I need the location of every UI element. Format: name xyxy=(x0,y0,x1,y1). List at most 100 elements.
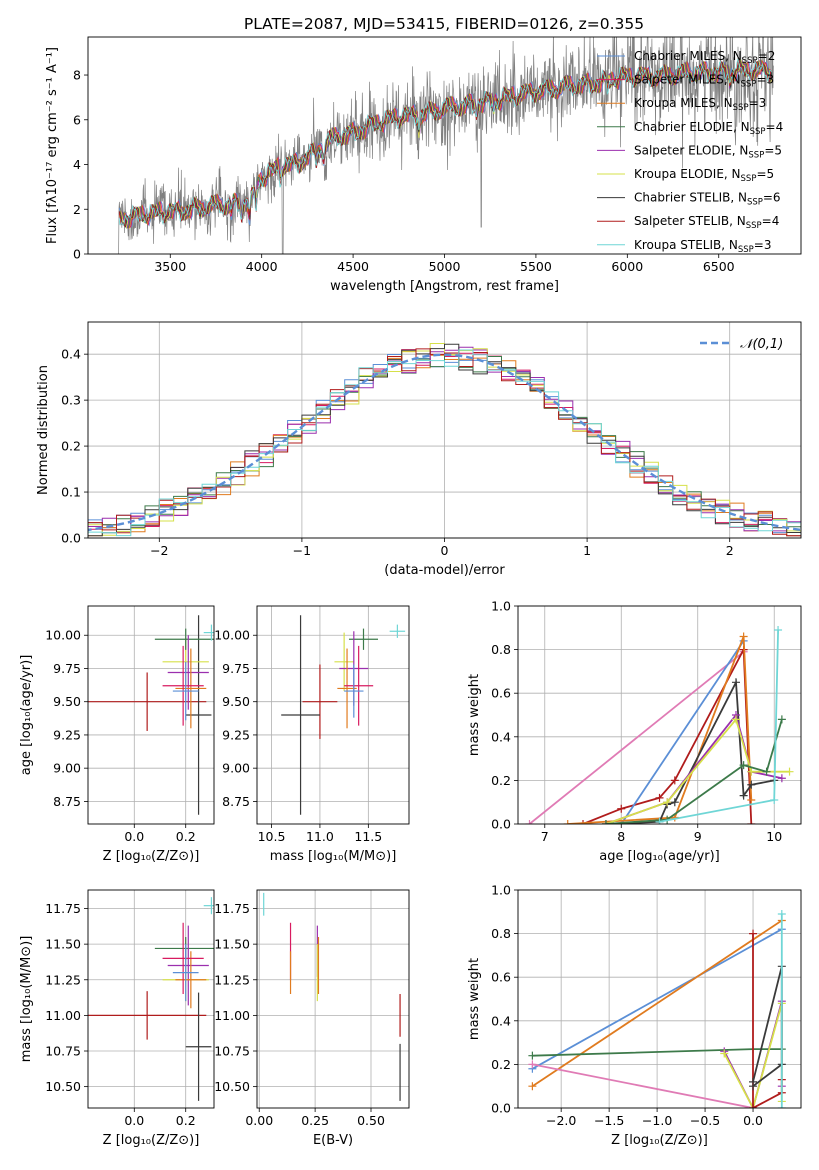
mass-weight-line-kroupa-miles xyxy=(531,919,783,1087)
gridlines xyxy=(257,606,409,824)
y-tick-label: 10.75 xyxy=(214,1044,250,1059)
x-tick-label: 11.0 xyxy=(306,829,334,844)
y-axis-label: mass weight xyxy=(467,958,482,1040)
mass-weight-marker xyxy=(670,776,679,785)
model-spectrum-chabrier-elodie xyxy=(118,58,773,229)
y-tick-label: 0.4 xyxy=(491,1013,511,1028)
mass-weight-line-chabrier-miles xyxy=(531,928,783,1070)
spectrum-panel: 3500 4000 4500 5000 5500 6000 6500 0 2 4 6 8 wavelen… xyxy=(45,36,802,294)
plot-area xyxy=(525,625,794,824)
mass-weight-marker xyxy=(739,632,748,641)
mass-weight-marker xyxy=(777,1104,786,1108)
axes-frame: −2.0 −1.5 −1.0 −0.5 0.0 0.0 0.2 0.4 0.6 0.8 1.0 Z [… xyxy=(467,883,802,1148)
x-axis-label: mass [log₁₀(M/M⊙)] xyxy=(270,849,397,864)
x-tick-label: 0.2 xyxy=(176,829,196,844)
y-tick-label: 11.75 xyxy=(214,901,250,916)
y-tick-label: 9.50 xyxy=(53,694,81,709)
y-tick-label: 0.6 xyxy=(491,686,511,701)
y-tick-label: 0.8 xyxy=(491,642,511,657)
y-axis-label: mass [log₁₀(M/M⊙)] xyxy=(19,936,34,1063)
plot-area xyxy=(263,892,401,1101)
mass-weight-marker xyxy=(777,774,786,783)
x-tick-label: 0.50 xyxy=(357,1113,385,1128)
mass-weight-vs-metallicity-panel: −2.0 −1.5 −1.0 −0.5 0.0 0.0 0.2 0.4 0.6 0.8 1.0 Z [… xyxy=(467,883,802,1148)
y-tick-label: 8.75 xyxy=(53,794,81,809)
legend-label: 𝒩(0,1) xyxy=(740,337,783,352)
y-tick-label: 9.75 xyxy=(53,661,81,676)
axes-border xyxy=(256,889,410,1109)
y-tick-label: 6 xyxy=(73,112,81,127)
y-tick-label: 0.2 xyxy=(61,439,81,454)
mass-weight-line-salpeter-miles xyxy=(532,1063,754,1108)
y-tick-label: 0.3 xyxy=(61,393,81,408)
y-tick-label: 0.8 xyxy=(491,926,511,941)
axes-border xyxy=(87,605,215,825)
x-tick-label: 2 xyxy=(726,543,734,558)
y-tick-label: 0.0 xyxy=(491,1101,511,1116)
y-tick-label: 2 xyxy=(73,202,81,217)
axes-border xyxy=(517,605,802,825)
x-tick-label: 0.00 xyxy=(245,1113,273,1128)
mass-weight-vs-age-panel: 7 8 9 10 0.0 0.2 0.4 0.6 0.8 1.0 age [log₁₀(age/yr… xyxy=(467,599,802,864)
x-tick-label: 4000 xyxy=(246,259,278,274)
mass-weight-line-kroupa-miles xyxy=(567,636,753,824)
axes-border xyxy=(87,889,215,1109)
mass-weight-marker xyxy=(747,820,756,824)
legend-label: Chabrier STELIB, NSSP=6 xyxy=(634,191,781,208)
mass-weight-marker xyxy=(749,1104,758,1108)
axes-frame: 7 8 9 10 0.0 0.2 0.4 0.6 0.8 1.0 age [log₁₀(age/yr… xyxy=(467,599,802,864)
y-tick-label: 10.00 xyxy=(45,628,81,643)
x-tick-label: 6000 xyxy=(611,259,643,274)
x-tick-label: 4500 xyxy=(337,259,369,274)
plot-area xyxy=(528,909,786,1108)
x-tick-label: 0.0 xyxy=(124,1113,144,1128)
y-tick-label: 11.25 xyxy=(45,972,81,987)
x-tick-label: −0.5 xyxy=(690,1113,720,1128)
mass-weight-marker xyxy=(525,820,534,824)
y-tick-label: 11.25 xyxy=(214,972,250,987)
mass-weight-marker xyxy=(655,793,664,802)
legend-label: Kroupa STELIB, NSSP=3 xyxy=(634,238,772,255)
x-axis-label: Z [log₁₀(Z/Z⊙)] xyxy=(103,849,200,864)
x-tick-label: 10 xyxy=(766,829,782,844)
y-tick-label: 1.0 xyxy=(491,883,511,898)
x-axis-label: Z [log₁₀(Z/Z⊙)] xyxy=(103,1133,200,1148)
mass-weight-marker xyxy=(762,767,771,776)
x-tick-label: −1 xyxy=(293,543,311,558)
x-tick-label: 3500 xyxy=(154,259,186,274)
y-tick-label: 10.00 xyxy=(214,628,250,643)
y-tick-label: 10.50 xyxy=(214,1079,250,1094)
x-axis-label: E(B-V) xyxy=(313,1133,353,1148)
mass-weight-marker xyxy=(749,929,758,938)
y-tick-label: 0.2 xyxy=(491,773,511,788)
y-tick-label: 0.2 xyxy=(491,1057,511,1072)
legend-label: Salpeter MILES, NSSP=3 xyxy=(634,73,774,90)
mass-vs-extinction-panel: 0.00 0.25 0.50 10.50 10.75 11.00 11.25 11.50 11.… xyxy=(214,889,410,1148)
plot-area xyxy=(281,615,406,815)
mass-weight-marker xyxy=(770,796,779,805)
figure-title: PLATE=2087, MJD=53415, FIBERID=0126, z=0… xyxy=(244,15,644,33)
legend-label: Kroupa MILES, NSSP=3 xyxy=(634,96,766,113)
y-tick-label: 11.50 xyxy=(45,937,81,952)
legend-label: Kroupa ELODIE, NSSP=5 xyxy=(634,167,774,184)
gridlines xyxy=(88,890,214,1108)
y-axis-label: mass weight xyxy=(467,674,482,756)
observed-spectrum xyxy=(118,37,774,254)
mass-weight-marker xyxy=(747,780,756,789)
x-axis-label: Z [log₁₀(Z/Z⊙)] xyxy=(611,1133,708,1148)
gridlines xyxy=(257,890,409,1108)
y-tick-label: 0 xyxy=(73,247,81,262)
x-tick-label: −2.0 xyxy=(546,1113,576,1128)
mass-weight-line-chabrier-miles xyxy=(620,640,745,824)
mass-weight-line-kroupa-stelib xyxy=(659,629,779,823)
mass-weight-marker xyxy=(563,820,572,824)
y-tick-label: 0.1 xyxy=(61,485,81,500)
x-tick-label: 5000 xyxy=(429,259,461,274)
model-spectrum-kroupa-stelib xyxy=(118,58,773,226)
plot-area xyxy=(88,897,214,1101)
mass-weight-marker xyxy=(528,1082,537,1091)
mass-weight-marker xyxy=(747,796,756,805)
x-tick-label: 5500 xyxy=(520,259,552,274)
y-tick-label: 4 xyxy=(73,157,81,172)
y-tick-label: 10.75 xyxy=(45,1044,81,1059)
